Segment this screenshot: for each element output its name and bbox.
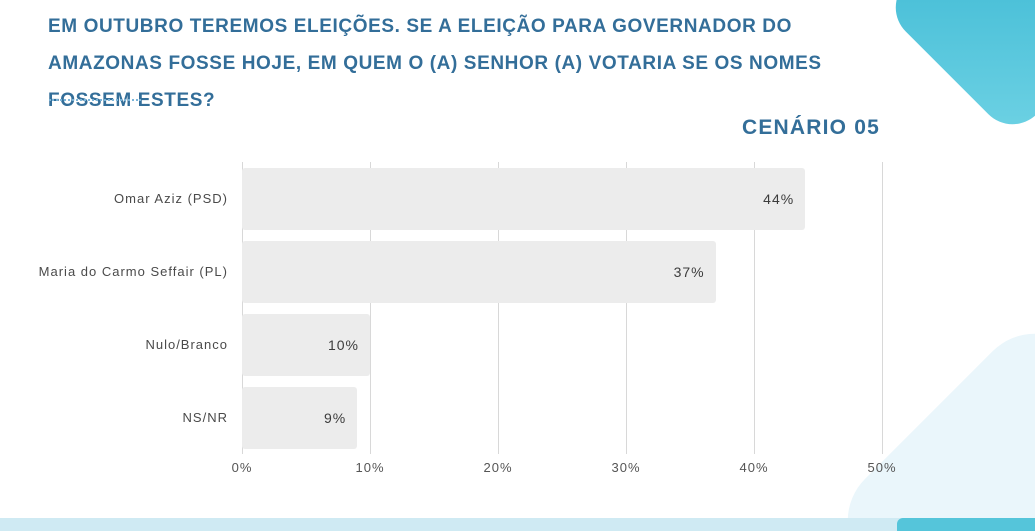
decorative-teal-corner-shape xyxy=(881,0,1035,139)
bar-row: 10% xyxy=(242,308,882,381)
gridline xyxy=(626,162,627,454)
bar-row: 44% xyxy=(242,162,882,235)
title-dotted-underline xyxy=(49,99,141,101)
bar-row: 37% xyxy=(242,235,882,308)
x-tick-label: 30% xyxy=(611,460,641,475)
bar: 37% xyxy=(242,240,716,303)
x-tick-label: 10% xyxy=(355,460,385,475)
x-axis-ticks: 0% 10% 20% 30% 40% 50% xyxy=(232,460,896,486)
bar-track: 10% xyxy=(242,313,882,376)
bar-row: 9% xyxy=(242,381,882,454)
x-tick-label: 20% xyxy=(483,460,513,475)
bar-track: 44% xyxy=(242,167,882,230)
bottom-strip-accent xyxy=(897,518,1035,531)
bar: 44% xyxy=(242,167,806,230)
bar-value-label: 37% xyxy=(673,263,705,280)
category-label: Nulo/Branco xyxy=(145,337,228,352)
bar-value-label: 9% xyxy=(323,409,347,426)
page-title: EM OUTUBRO TEREMOS ELEIÇÕES. SE A ELEIÇÃ… xyxy=(48,16,822,111)
x-tick-label: 40% xyxy=(739,460,769,475)
category-label: Maria do Carmo Seffair (PL) xyxy=(38,264,228,279)
plot-area: 44% 37% 10% 9% xyxy=(242,162,883,454)
gridline xyxy=(754,162,755,454)
scenario-label: CENÁRIO 05 xyxy=(741,116,880,139)
x-tick-label: 50% xyxy=(867,460,897,475)
gridline xyxy=(242,162,243,454)
category-labels-column: Omar Aziz (PSD) Maria do Carmo Seffair (P… xyxy=(10,162,242,486)
bar-value-label: 44% xyxy=(763,190,795,207)
plot-column: 44% 37% 10% 9% 0% 10% 20% 30% 40% 50% xyxy=(232,162,896,486)
bar-track: 9% xyxy=(242,386,882,449)
bar: 9% xyxy=(242,386,358,449)
bar: 10% xyxy=(242,313,370,376)
gridline xyxy=(370,162,371,454)
category-label: NS/NR xyxy=(182,410,228,425)
bar-track: 37% xyxy=(242,240,882,303)
bar-value-label: 10% xyxy=(327,336,359,353)
gridline xyxy=(882,162,883,454)
gridline xyxy=(498,162,499,454)
category-label: Omar Aziz (PSD) xyxy=(114,191,228,206)
x-tick-label: 0% xyxy=(231,460,253,475)
bar-chart: Omar Aziz (PSD) Maria do Carmo Seffair (P… xyxy=(10,162,896,486)
bottom-strip xyxy=(0,518,1035,531)
